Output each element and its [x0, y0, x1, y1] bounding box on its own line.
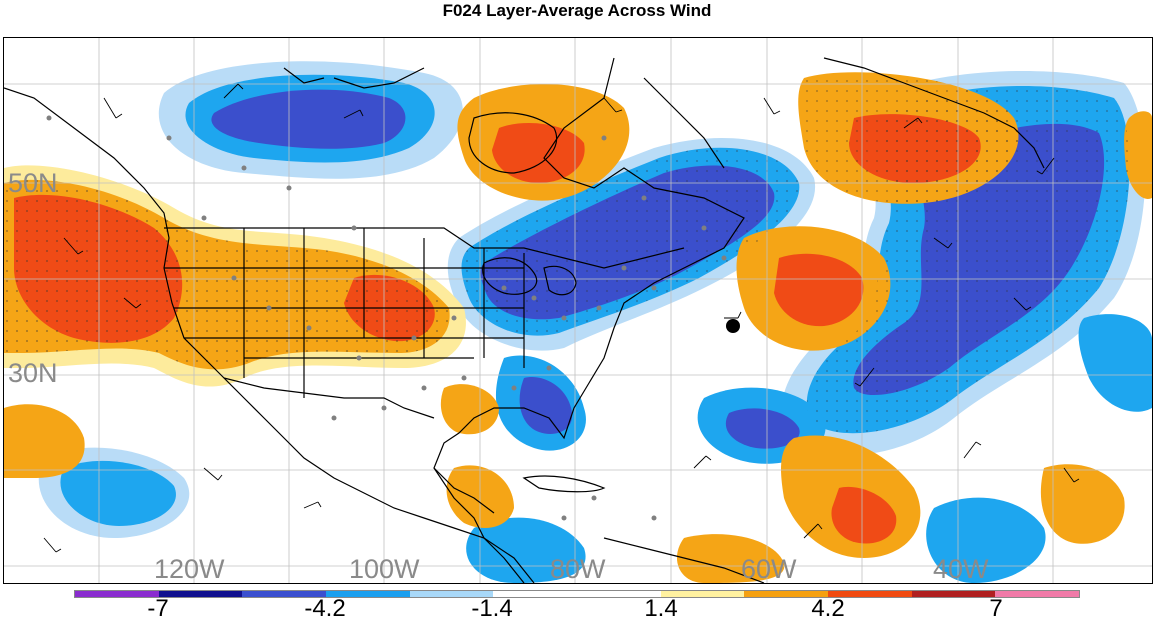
cuba-coast [522, 475, 606, 493]
station-dots [46, 115, 727, 521]
greenland-coast [823, 57, 1045, 169]
graticule [4, 38, 1152, 583]
color-scale-segment [577, 591, 661, 597]
color-scale-segment [75, 591, 159, 597]
orange-region-south-atlantic-core [831, 486, 897, 544]
central-america-coast [433, 467, 525, 583]
color-scale-bar [74, 590, 1080, 598]
scale-label-4-2: 4.2 [811, 595, 845, 622]
blue-region-mid-atlantic-core [725, 408, 800, 449]
scale-label-neg-1-4: -1.4 [471, 595, 513, 622]
color-scale-segment [326, 591, 410, 597]
blue-region-far-east [1078, 314, 1152, 412]
state-lines-1 [243, 228, 525, 398]
canada-arctic-islands [283, 67, 725, 169]
great-lakes [482, 257, 577, 296]
blue-region-canada-west-core [211, 89, 406, 149]
scale-label-1-4: 1.4 [644, 595, 678, 622]
wind-barbs [43, 83, 1080, 553]
hudson-bay [468, 112, 558, 174]
blue-region-southeast [926, 497, 1046, 583]
color-scale-segment [995, 591, 1080, 597]
orange-region-pacific-west [4, 404, 85, 478]
map-title: F024 Layer-Average Across Wind [442, 1, 712, 20]
color-scale-segment [493, 591, 578, 597]
orange-region-far-east [1040, 464, 1125, 544]
orange-region-far-north-east [1124, 111, 1152, 199]
color-scale-segment [158, 591, 243, 597]
color-scale-segment [828, 591, 912, 597]
state-lines-2 [164, 267, 524, 359]
map-canvas [4, 38, 1152, 583]
south-america-coast [603, 537, 765, 583]
orange-region-caribbean [676, 534, 785, 583]
scale-label-neg-7: -7 [147, 595, 169, 622]
north-america-east-coast [433, 57, 745, 514]
blue-region-pacific-south-mid [60, 460, 176, 526]
scale-label-7: 7 [989, 595, 1003, 622]
color-scale-segment [242, 591, 327, 597]
orange-region-gulf-north [440, 384, 499, 435]
color-scale-segment [744, 591, 829, 597]
color-scale-segment [911, 591, 996, 597]
color-scale-segment [409, 591, 494, 597]
north-america-west-coast [4, 87, 535, 583]
black-circle-marker [726, 319, 740, 333]
coastlines-and-borders [4, 57, 1045, 583]
orange-region-hudson-core [492, 123, 585, 183]
color-scale-segment [660, 591, 745, 597]
stipple-overlay [4, 72, 1130, 434]
orange-region-atlantic-mid-core [774, 253, 864, 327]
weather-map: 50N 30N 120W 100W 80W 60W 40W [3, 37, 1153, 584]
blue-region-gulf-core [519, 377, 573, 434]
blue-region-caribbean [466, 517, 586, 583]
us-mexico-border [223, 377, 435, 419]
scale-label-neg-4-2: -4.2 [304, 595, 346, 622]
